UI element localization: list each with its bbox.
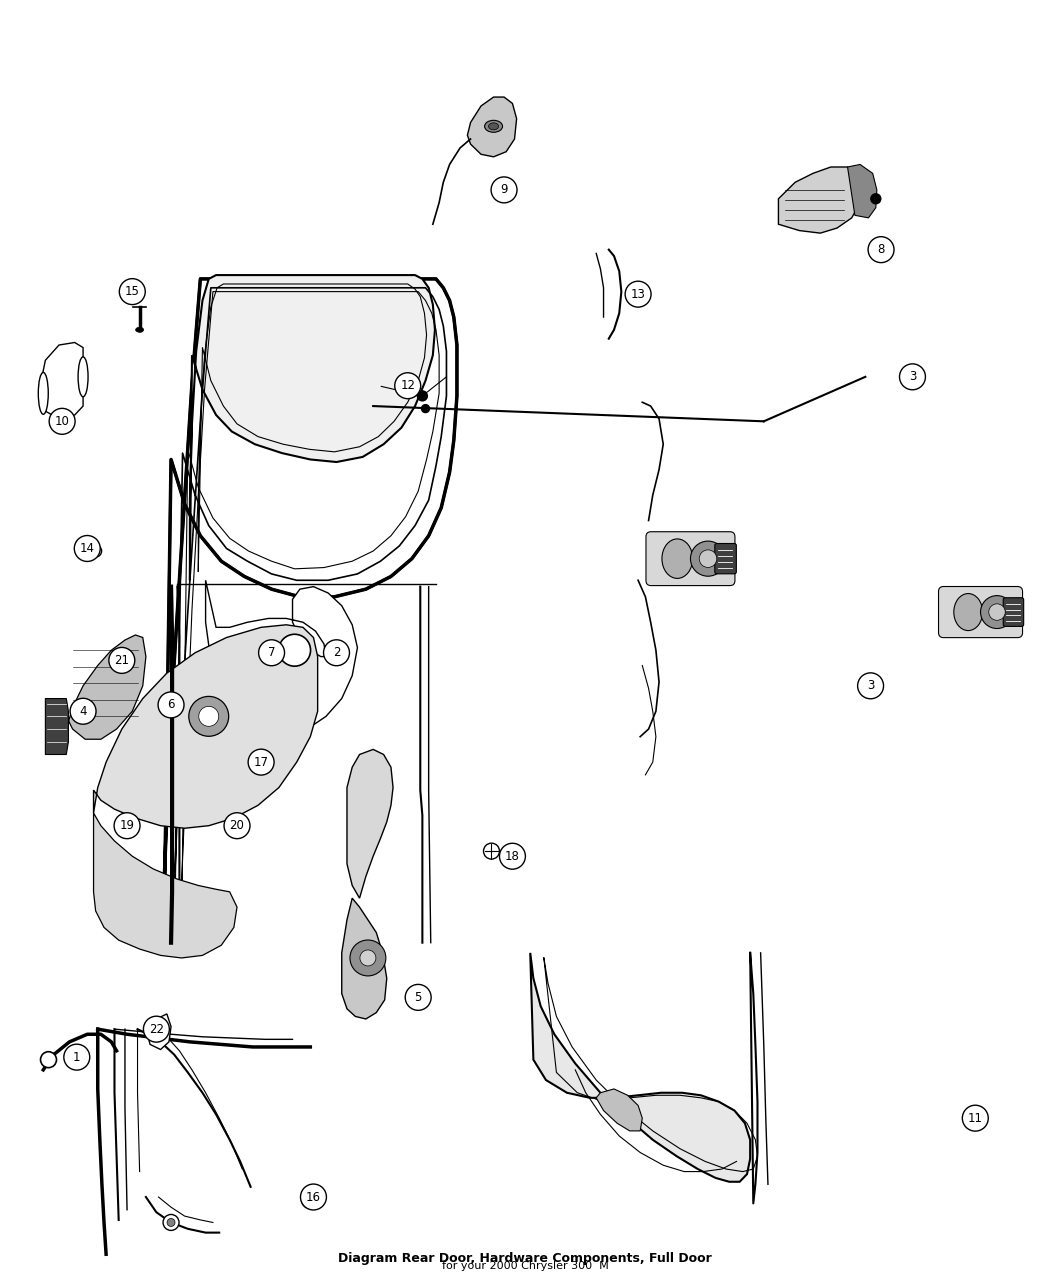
Polygon shape (596, 1089, 643, 1131)
Text: 22: 22 (149, 1023, 164, 1035)
Circle shape (981, 595, 1013, 629)
Text: 3: 3 (867, 680, 875, 692)
FancyBboxPatch shape (715, 543, 736, 574)
Text: 3: 3 (909, 370, 917, 384)
Circle shape (900, 363, 925, 390)
Polygon shape (206, 580, 357, 737)
Circle shape (405, 984, 432, 1010)
Polygon shape (164, 279, 457, 949)
Circle shape (395, 372, 421, 399)
FancyBboxPatch shape (1003, 598, 1024, 626)
Text: for your 2000 Chrysler 300  M: for your 2000 Chrysler 300 M (442, 1261, 608, 1271)
Text: 18: 18 (505, 849, 520, 863)
Circle shape (483, 843, 500, 859)
Circle shape (858, 673, 883, 699)
Circle shape (198, 706, 218, 727)
Polygon shape (346, 750, 393, 898)
Circle shape (248, 750, 274, 775)
Text: 7: 7 (268, 646, 275, 659)
Circle shape (144, 1016, 169, 1042)
Text: 15: 15 (125, 286, 140, 298)
Circle shape (75, 536, 100, 561)
Circle shape (49, 408, 76, 435)
Circle shape (870, 194, 881, 204)
Circle shape (963, 1105, 988, 1131)
Text: 13: 13 (631, 288, 646, 301)
Polygon shape (190, 275, 435, 580)
Text: 20: 20 (230, 820, 245, 833)
Polygon shape (778, 167, 862, 233)
Circle shape (224, 812, 250, 839)
Circle shape (41, 1052, 57, 1067)
Circle shape (360, 950, 376, 966)
Text: 9: 9 (500, 184, 508, 196)
Ellipse shape (953, 594, 983, 631)
Polygon shape (45, 699, 68, 755)
Circle shape (70, 699, 96, 724)
Circle shape (167, 1219, 175, 1227)
Ellipse shape (78, 357, 88, 397)
Text: 5: 5 (415, 991, 422, 1003)
Text: 12: 12 (400, 379, 415, 393)
Text: 11: 11 (968, 1112, 983, 1125)
Circle shape (491, 177, 517, 203)
Polygon shape (467, 97, 517, 157)
Circle shape (109, 648, 134, 673)
Circle shape (89, 544, 102, 557)
Circle shape (64, 1044, 89, 1070)
FancyBboxPatch shape (939, 586, 1023, 638)
Circle shape (418, 391, 427, 400)
Circle shape (500, 843, 525, 870)
Text: 17: 17 (254, 756, 269, 769)
Circle shape (699, 550, 717, 567)
Ellipse shape (488, 122, 499, 130)
Text: 8: 8 (878, 244, 885, 256)
FancyBboxPatch shape (646, 532, 735, 585)
Text: 4: 4 (80, 705, 87, 718)
Polygon shape (847, 164, 877, 218)
Text: 21: 21 (114, 654, 129, 667)
Ellipse shape (38, 372, 48, 414)
Text: 10: 10 (55, 414, 69, 428)
Circle shape (301, 1191, 319, 1209)
Text: 16: 16 (306, 1191, 321, 1204)
Circle shape (163, 1215, 178, 1230)
Circle shape (966, 1112, 981, 1125)
Text: 1: 1 (74, 1051, 81, 1063)
Text: 14: 14 (80, 542, 94, 555)
Circle shape (625, 282, 651, 307)
Polygon shape (41, 343, 83, 418)
Circle shape (159, 692, 184, 718)
Circle shape (691, 541, 726, 576)
Polygon shape (530, 952, 750, 1182)
Polygon shape (66, 635, 146, 740)
Circle shape (989, 604, 1005, 621)
Circle shape (278, 634, 311, 666)
Circle shape (421, 404, 429, 413)
Polygon shape (93, 625, 318, 829)
Circle shape (114, 812, 140, 839)
Polygon shape (146, 1014, 171, 1049)
Text: 19: 19 (120, 820, 134, 833)
Polygon shape (93, 813, 237, 958)
Circle shape (300, 1184, 327, 1210)
Circle shape (350, 940, 385, 975)
Text: 2: 2 (333, 646, 340, 659)
Ellipse shape (485, 120, 503, 133)
Circle shape (189, 696, 229, 736)
Ellipse shape (135, 328, 144, 333)
Text: Diagram Rear Door, Hardware Components, Full Door: Diagram Rear Door, Hardware Components, … (338, 1252, 712, 1265)
Circle shape (258, 640, 285, 666)
Circle shape (120, 279, 145, 305)
Polygon shape (341, 898, 386, 1019)
Text: 6: 6 (167, 699, 174, 711)
Circle shape (868, 237, 894, 263)
Ellipse shape (662, 539, 693, 579)
Circle shape (323, 640, 350, 666)
